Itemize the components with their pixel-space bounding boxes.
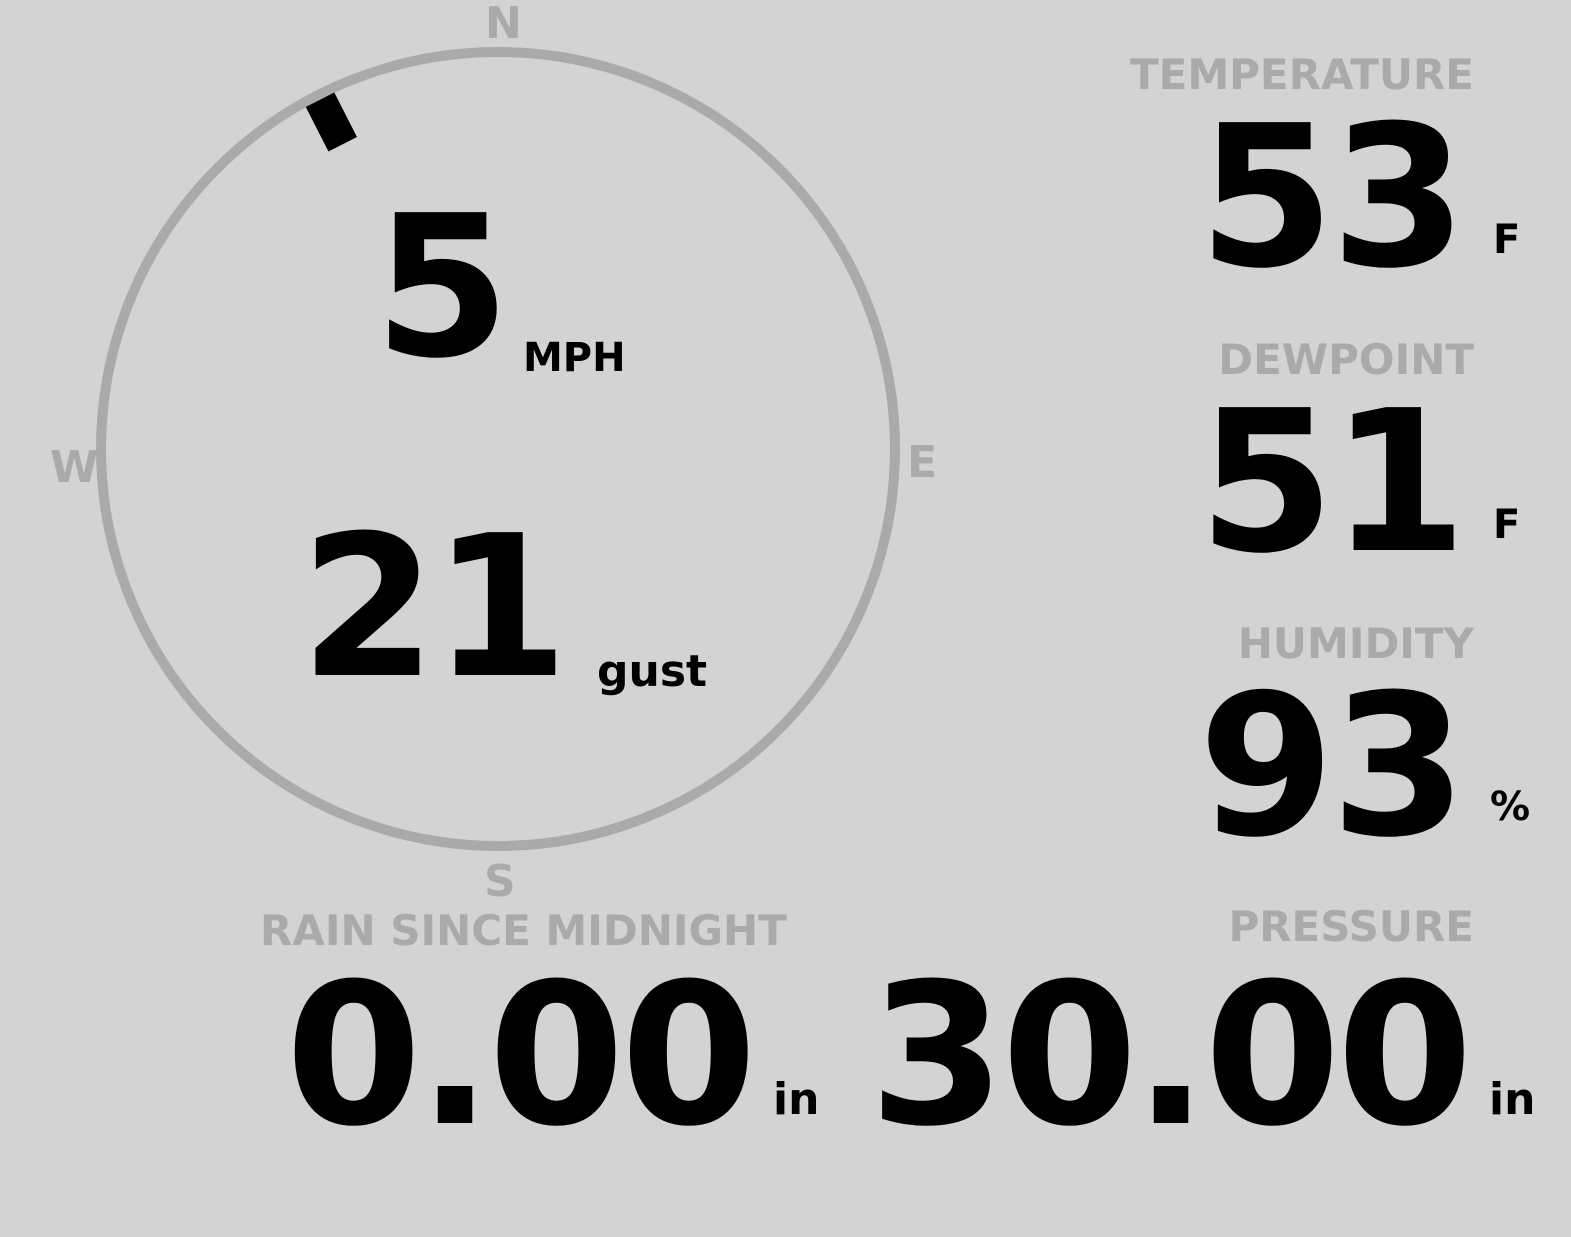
- pressure-value: 30.00: [869, 942, 1473, 1170]
- compass-east-label: E: [907, 437, 938, 488]
- wind-direction-marker: [305, 92, 357, 152]
- rain-label: RAIN SINCE MIDNIGHT: [260, 906, 787, 955]
- humidity-value: 93: [1198, 653, 1467, 881]
- dewpoint-value: 51: [1198, 369, 1467, 597]
- dewpoint-label: DEWPOINT: [1218, 335, 1474, 384]
- dewpoint-unit: F: [1493, 502, 1521, 548]
- wind-speed-unit: MPH: [523, 335, 626, 381]
- humidity-label: HUMIDITY: [1237, 619, 1474, 668]
- temperature-value: 53: [1198, 84, 1467, 312]
- wind-gust-value: 21: [300, 494, 569, 722]
- compass-north-label: N: [485, 0, 522, 49]
- rain-value: 0.00: [285, 942, 757, 1170]
- compass-ring: [96, 47, 900, 851]
- pressure-unit: in: [1489, 1074, 1536, 1125]
- rain-unit: in: [773, 1074, 820, 1125]
- compass-south-label: S: [484, 856, 516, 907]
- wind-speed-value: 5: [374, 174, 510, 402]
- humidity-unit: %: [1490, 784, 1531, 830]
- pressure-label: PRESSURE: [1228, 902, 1474, 951]
- temperature-unit: F: [1493, 217, 1521, 263]
- compass-west-label: W: [50, 442, 99, 493]
- wind-gust-unit: gust: [597, 646, 708, 697]
- temperature-label: TEMPERATURE: [1130, 50, 1474, 99]
